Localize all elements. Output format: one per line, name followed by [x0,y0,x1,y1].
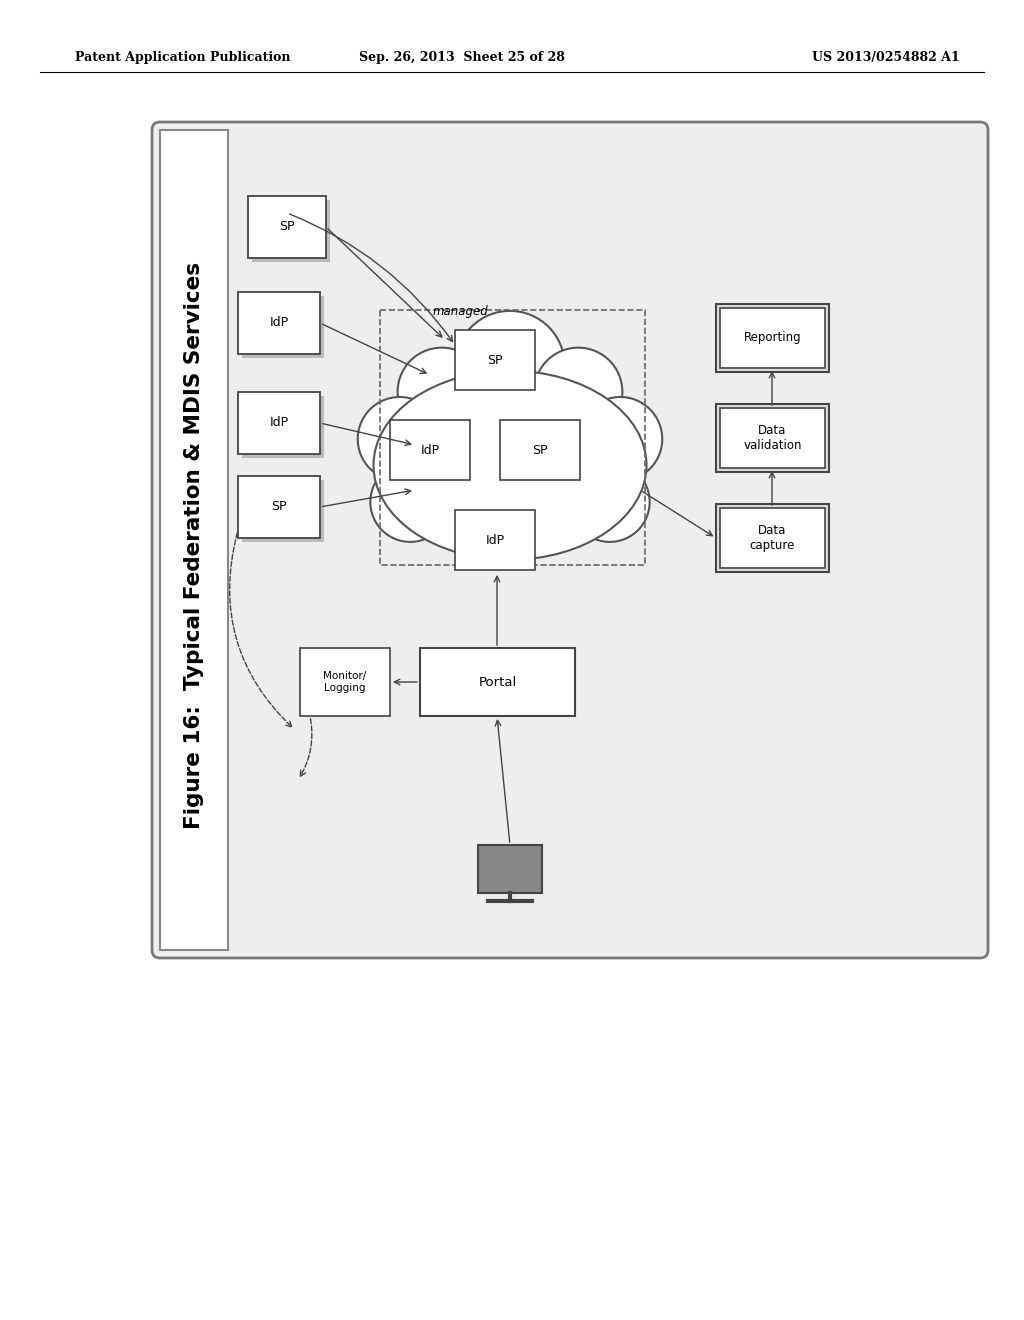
Bar [238,477,319,539]
Ellipse shape [371,462,451,543]
Ellipse shape [535,347,623,436]
Bar [300,648,390,715]
Bar [248,195,326,257]
Bar [720,408,825,469]
Bar [716,504,829,572]
Ellipse shape [579,397,663,480]
Ellipse shape [397,347,485,436]
Text: SP: SP [271,500,287,513]
Bar [455,330,535,389]
Text: IdP: IdP [421,444,439,457]
Text: managed: managed [432,305,487,318]
FancyBboxPatch shape [152,121,988,958]
Text: Sep. 26, 2013  Sheet 25 of 28: Sep. 26, 2013 Sheet 25 of 28 [359,51,565,65]
Bar [720,508,825,568]
Bar [716,304,829,372]
Text: SP: SP [532,444,548,457]
Text: Monitor/
Logging: Monitor/ Logging [324,671,367,693]
Text: Portal: Portal [478,676,517,689]
Ellipse shape [569,462,649,543]
Text: IdP: IdP [269,317,289,330]
Text: Patent Application Publication: Patent Application Publication [75,51,291,65]
Bar [160,129,228,950]
Bar [238,392,319,454]
Text: Figure 16:  Typical Federation & MDIS Services: Figure 16: Typical Federation & MDIS Ser… [184,261,204,829]
Ellipse shape [456,312,564,420]
Text: SP: SP [280,220,295,234]
Bar [242,480,324,543]
Bar [380,310,645,565]
Ellipse shape [357,397,441,480]
Bar [252,201,330,261]
Bar [500,420,580,480]
Text: SP: SP [487,354,503,367]
Text: Data
capture: Data capture [750,524,796,552]
Text: Reporting: Reporting [743,331,802,345]
Text: Data
validation: Data validation [743,424,802,451]
Bar [242,396,324,458]
Bar [455,510,535,570]
Bar [242,296,324,358]
Ellipse shape [374,371,646,560]
Bar [478,845,542,894]
Bar [390,420,470,480]
Text: IdP: IdP [485,533,505,546]
Bar [716,404,829,473]
Text: US 2013/0254882 A1: US 2013/0254882 A1 [812,51,961,65]
Bar [420,648,575,715]
Text: IdP: IdP [269,417,289,429]
Bar [720,308,825,368]
Bar [238,292,319,354]
